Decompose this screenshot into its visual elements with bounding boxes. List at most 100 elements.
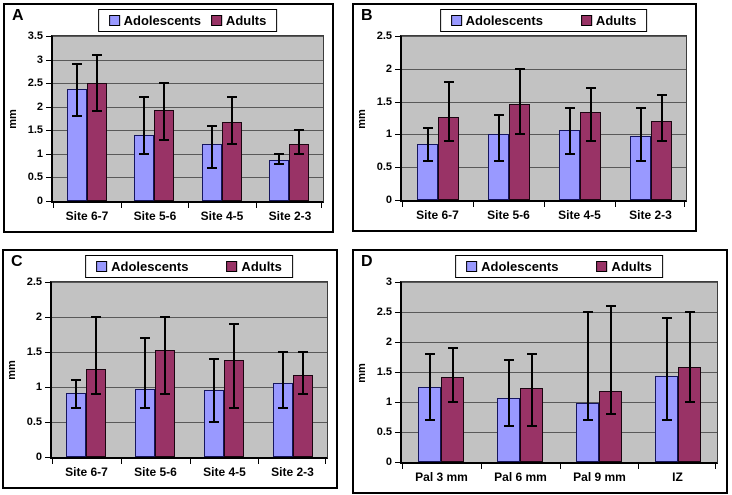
category-label: Site 6-7	[416, 208, 459, 222]
legend-entry-adolescents: Adolescents	[108, 13, 201, 28]
legend-swatch-adults	[596, 261, 608, 272]
category-label: IZ	[672, 470, 683, 484]
gridline	[52, 352, 327, 353]
y-tick-mark	[45, 422, 50, 423]
x-tick-mark	[52, 459, 53, 464]
y-tick-mark	[46, 83, 51, 84]
error-bar-stem	[589, 88, 592, 141]
plot-area	[51, 35, 324, 203]
x-tick-mark	[258, 459, 259, 464]
error-bar-cap-bottom	[227, 143, 237, 145]
error-bar-stem	[302, 352, 304, 394]
x-tick-mark	[473, 202, 474, 207]
y-tick-mark	[395, 432, 400, 433]
gridline	[52, 282, 327, 283]
error-bar-cap-top	[227, 96, 237, 98]
panel-label: A	[12, 7, 24, 24]
error-bar-cap-top	[140, 337, 150, 339]
error-bar-cap-bottom	[661, 419, 672, 421]
gridline	[52, 387, 327, 388]
x-tick-mark	[53, 203, 54, 208]
legend-swatch-adolescents	[450, 15, 462, 26]
error-bar-stem	[660, 95, 663, 141]
error-bar-stem	[231, 97, 233, 144]
y-tick-mark	[395, 402, 400, 403]
y-tick-mark	[46, 154, 51, 155]
error-bar-stem	[639, 108, 642, 161]
error-bar-cap-top	[160, 316, 170, 318]
y-tick-mark	[395, 342, 400, 343]
x-tick-mark	[615, 202, 616, 207]
error-bar-stem	[507, 360, 510, 426]
x-tick-mark	[190, 459, 191, 464]
gridline	[53, 177, 323, 178]
y-tick-mark	[45, 457, 50, 458]
y-tick-label: 3	[385, 276, 392, 288]
x-tick-mark	[402, 464, 403, 469]
error-bar-cap-top	[278, 351, 288, 353]
legend-entry-adolescents: Adolescents	[450, 13, 543, 28]
error-bar-cap-top	[684, 311, 695, 313]
panel-label: C	[11, 253, 23, 270]
gridline	[53, 154, 323, 155]
y-tick-mark	[45, 317, 50, 318]
error-bar-stem	[518, 69, 521, 134]
category-label: Site 6-7	[65, 209, 109, 223]
error-bar-cap-top	[585, 87, 596, 89]
y-tick-mark	[45, 352, 50, 353]
y-axis-title-box: mm	[4, 281, 19, 459]
y-tick-mark	[395, 282, 400, 283]
y-tick-label: 0	[36, 195, 43, 207]
error-bar-cap-bottom	[209, 421, 219, 423]
y-axis-title: mm	[355, 362, 368, 383]
error-bar-cap-top	[503, 359, 514, 361]
y-tick-mark	[45, 387, 50, 388]
error-bar-cap-bottom	[424, 419, 435, 421]
error-bar-cap-top	[72, 63, 82, 65]
panel-label: B	[361, 7, 373, 24]
y-axis-title-box: mm	[5, 35, 20, 203]
legend: Adolescents Adults	[455, 255, 663, 278]
error-bar-cap-bottom	[91, 393, 101, 395]
legend-entry-adults: Adults	[226, 259, 282, 274]
gridline	[402, 432, 717, 433]
error-bar-stem	[447, 82, 450, 141]
error-bar-cap-top	[92, 54, 102, 56]
x-tick-mark	[560, 464, 561, 469]
legend-swatch-adolescents	[466, 261, 478, 272]
y-tick-label: 2.5	[376, 30, 392, 42]
y-tick-label: 2.5	[376, 306, 392, 318]
error-bar-cap-top	[229, 323, 239, 325]
y-tick-label: 1	[385, 396, 392, 408]
error-bar-cap-top	[274, 153, 284, 155]
y-tick-label: 2	[385, 63, 392, 75]
error-bar-cap-bottom	[447, 401, 458, 403]
y-tick-label: 2	[385, 336, 392, 348]
y-tick-label: 1	[385, 128, 392, 140]
y-tick-label: 0.5	[27, 171, 43, 183]
y-tick-mark	[46, 36, 51, 37]
y-tick-mark	[46, 60, 51, 61]
error-bar-stem	[688, 312, 691, 402]
error-bar-cap-top	[582, 311, 593, 313]
error-bar-cap-bottom	[140, 407, 150, 409]
error-bar-cap-bottom	[71, 407, 81, 409]
error-bar-cap-top	[209, 358, 219, 360]
error-bar-cap-bottom	[564, 153, 575, 155]
gridline	[402, 134, 686, 135]
error-bar-stem	[164, 317, 166, 394]
legend-label: Adolescents	[123, 13, 201, 28]
error-bar-cap-top	[424, 353, 435, 355]
x-tick-mark	[481, 464, 482, 469]
gridline	[52, 422, 327, 423]
error-bar-cap-top	[564, 107, 575, 109]
y-tick-label: 0.5	[376, 426, 392, 438]
y-tick-mark	[395, 134, 400, 135]
gridline	[402, 342, 717, 343]
gridline	[402, 167, 686, 168]
error-bar-stem	[278, 154, 280, 164]
y-tick-mark	[395, 102, 400, 103]
panel-c-chart: C 0 0.5 1 1.5 2 2.5 Site 6-7 Site 5-6 Site 4-5 Sit…	[2, 249, 338, 489]
category-label: Site 5-6	[487, 208, 530, 222]
